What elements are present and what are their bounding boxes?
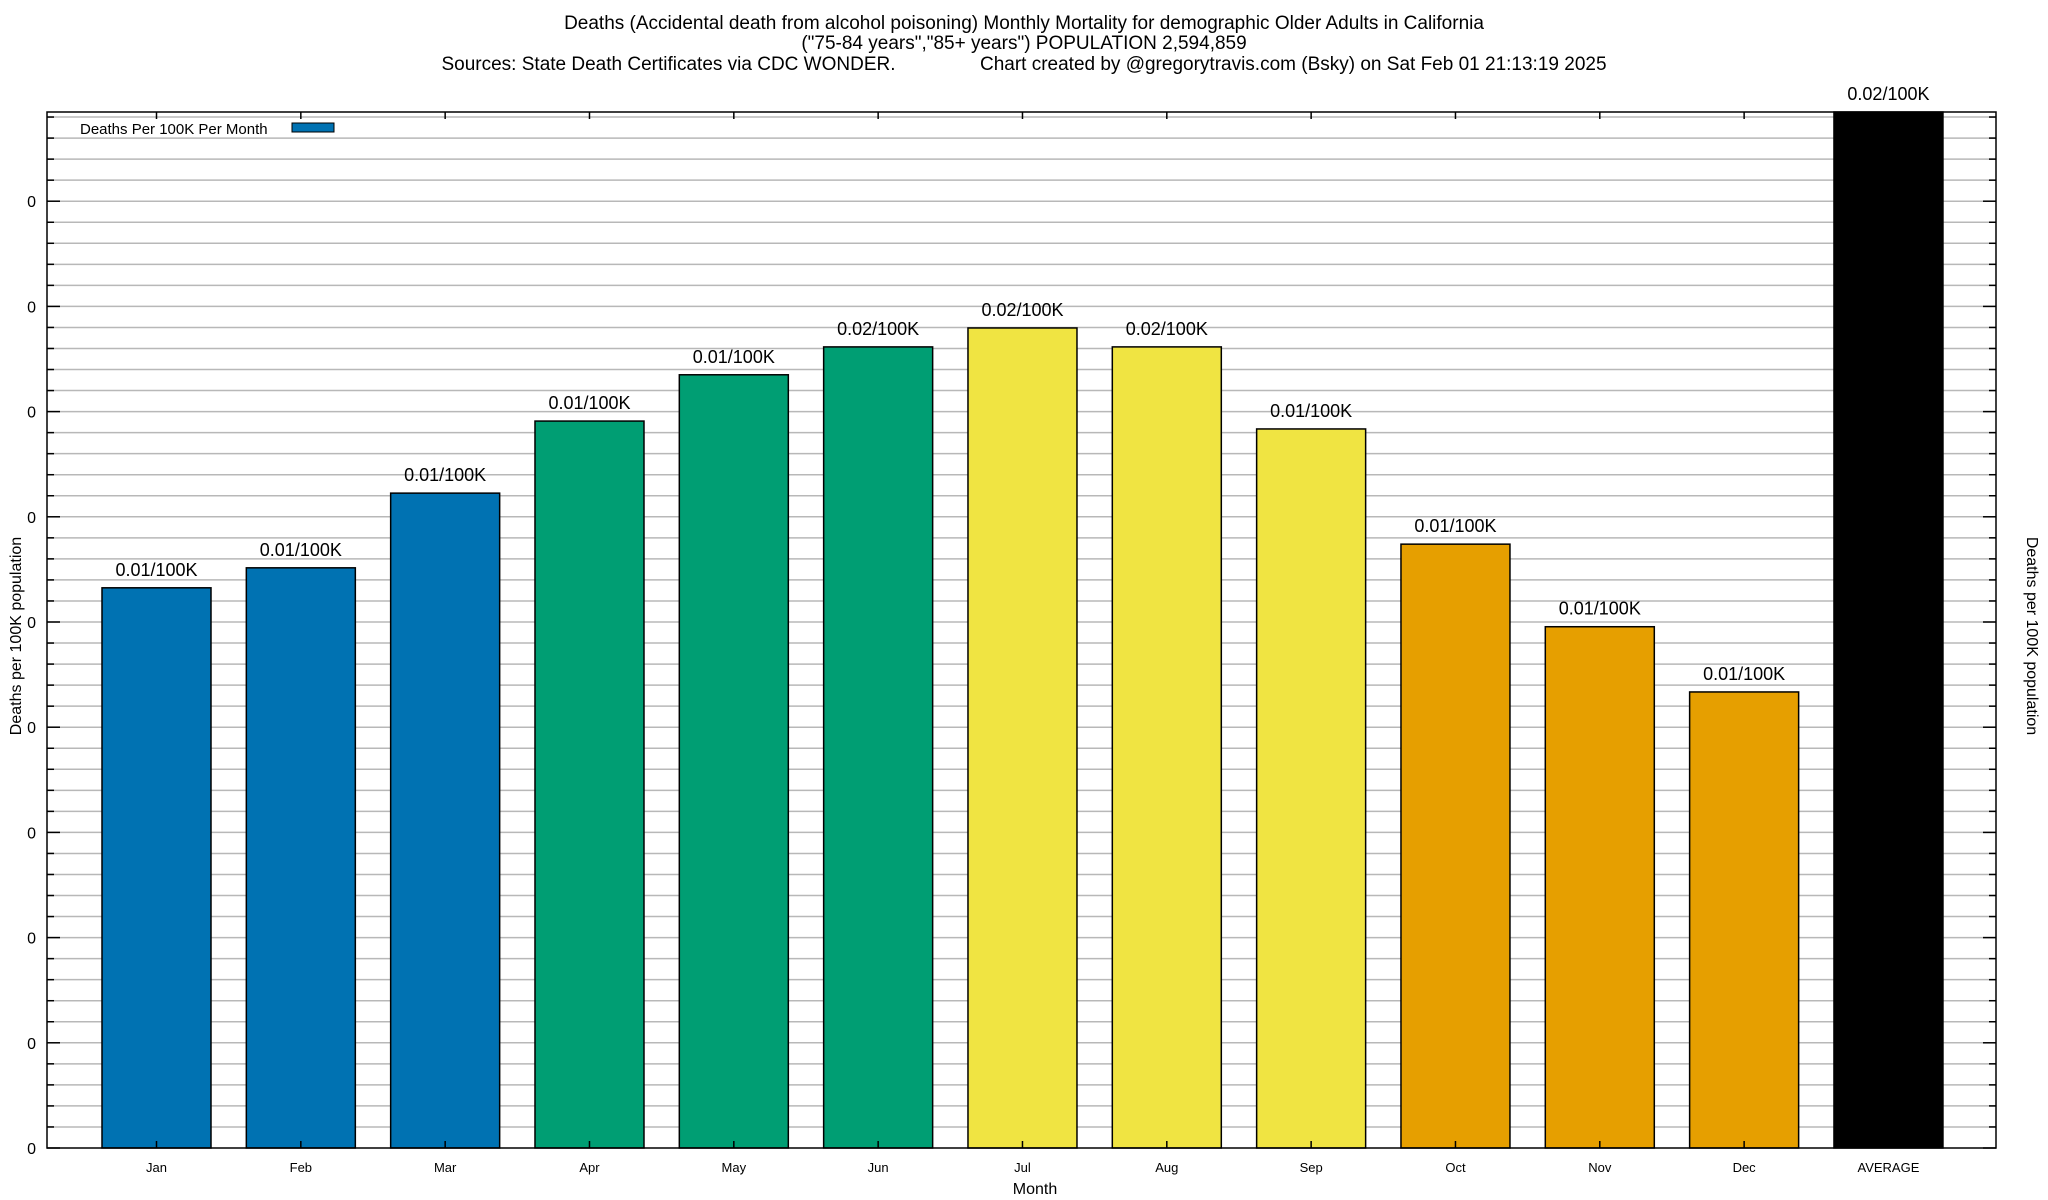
x-tick-label: Nov <box>1588 1160 1612 1175</box>
bar-sep <box>1255 428 1367 1149</box>
data-labels: 0.01/100K 0.01/100K 0.01/100K 0.01/100K 0.01… <box>115 84 1929 684</box>
x-tick-label: Jun <box>868 1160 889 1175</box>
x-tick-label: Dec <box>1733 1160 1757 1175</box>
x-tick-label: Oct <box>1445 1160 1466 1175</box>
data-label-dec: 0.01/100K <box>1703 664 1785 684</box>
y-tick-label: 0 <box>27 405 36 422</box>
bar-aug <box>1111 346 1223 1149</box>
bar-feb <box>245 567 357 1149</box>
bar-mar <box>389 492 501 1149</box>
data-label-aug: 0.02/100K <box>1126 319 1208 339</box>
data-label-jul: 0.02/100K <box>981 300 1063 320</box>
data-label-feb: 0.01/100K <box>260 540 342 560</box>
bar-may <box>678 374 790 1149</box>
bar-jun <box>822 346 934 1149</box>
y-tick-label: 0 <box>27 615 36 632</box>
data-label-may: 0.01/100K <box>693 347 775 367</box>
x-tick-label: Mar <box>434 1160 457 1175</box>
legend-label: Deaths Per 100K Per Month <box>80 121 268 138</box>
y-tick-label: 0 <box>27 1036 36 1053</box>
data-label-sep: 0.01/100K <box>1270 401 1352 421</box>
y-tick-label: 0 <box>27 1141 36 1158</box>
x-tick-label: Aug <box>1155 1160 1178 1175</box>
x-tick-labels: Jan Feb Mar Apr May Jun Jul Aug Sep Oct Nov Dec AVER… <box>146 1160 1920 1175</box>
data-label-average: 0.02/100K <box>1847 84 1929 104</box>
bar-apr <box>534 420 645 1149</box>
bar-dec <box>1688 691 1800 1149</box>
data-label-nov: 0.01/100K <box>1559 599 1641 619</box>
y-tick-label: 0 <box>27 194 36 211</box>
y-tick-label: 0 <box>27 299 36 316</box>
axes <box>46 111 1997 1149</box>
x-axis-label: Month <box>1013 1181 1057 1198</box>
bar-oct <box>1400 543 1511 1149</box>
bar-jan <box>101 587 212 1149</box>
x-tick-label: Jan <box>146 1160 167 1175</box>
y-tick-labels: 0 0 0 0 0 0 0 0 0 0 <box>27 194 36 1158</box>
bars <box>101 111 1944 1149</box>
chart-source-credit: Sources: State Death Certificates via CD… <box>441 54 1607 75</box>
legend-swatch <box>291 122 335 133</box>
data-label-jan: 0.01/100K <box>115 560 197 580</box>
y-tick-label: 0 <box>27 510 36 527</box>
x-tick-label: Apr <box>579 1160 600 1175</box>
legend: Deaths Per 100K Per Month <box>80 121 335 138</box>
bar-nov <box>1544 625 1656 1149</box>
data-label-oct: 0.01/100K <box>1414 516 1496 536</box>
chart-title: Deaths (Accidental death from alcohol po… <box>564 13 1484 34</box>
bar-jul <box>967 327 1078 1149</box>
plot-border <box>46 111 1997 1149</box>
x-tick-label: Feb <box>290 1160 312 1175</box>
x-tick-label: May <box>722 1160 747 1175</box>
bar-average <box>1833 111 1944 1149</box>
x-tick-label: Jul <box>1014 1160 1031 1175</box>
data-label-apr: 0.01/100K <box>548 393 630 413</box>
y-tick-label: 0 <box>27 931 36 948</box>
data-label-jun: 0.02/100K <box>837 319 919 339</box>
chart-subtitle: ("75-84 years","85+ years") POPULATION 2… <box>801 33 1247 54</box>
y-tick-label: 0 <box>27 720 36 737</box>
y-tick-label: 0 <box>27 825 36 842</box>
data-label-mar: 0.01/100K <box>404 465 486 485</box>
y-axis-label-left: Deaths per 100K population <box>8 537 25 735</box>
x-tick-label: Sep <box>1300 1160 1323 1175</box>
x-tick-label: AVERAGE <box>1858 1160 1920 1175</box>
y-axis-label-right: Deaths per 100K population <box>2023 537 2040 735</box>
